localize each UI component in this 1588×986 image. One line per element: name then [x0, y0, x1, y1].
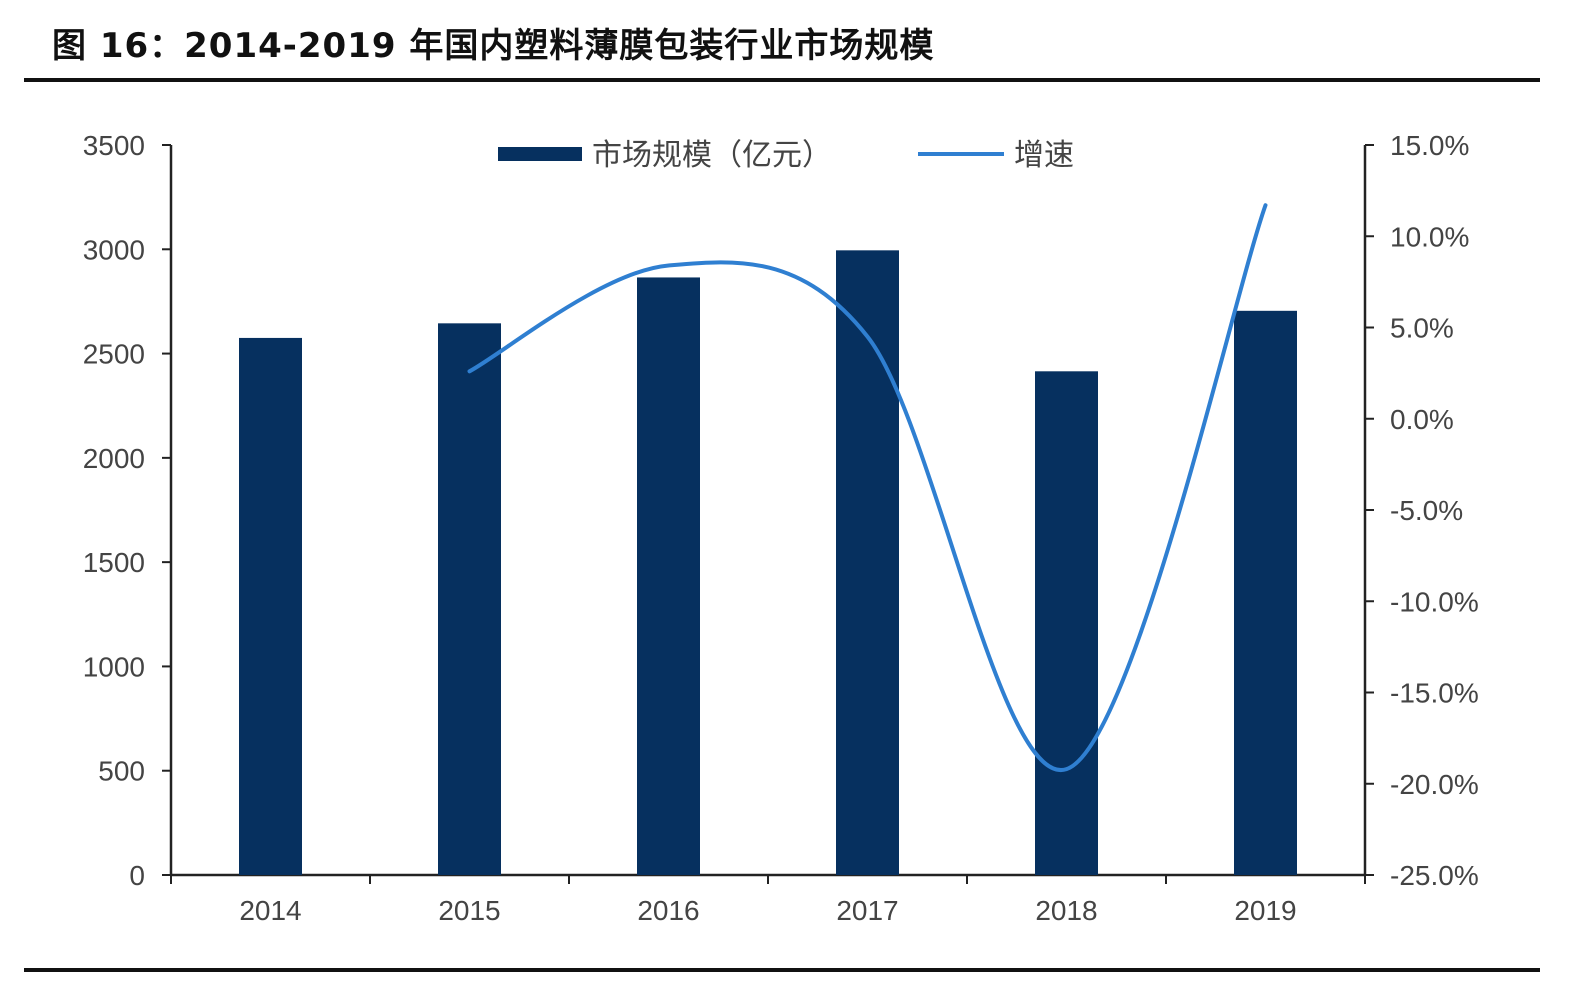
bar-2019: [1234, 310, 1297, 875]
left-tick-label: 1000: [83, 651, 145, 682]
left-tick-label: 500: [98, 756, 145, 787]
x-tick-label: 2014: [239, 895, 301, 926]
chart-legend: 市场规模（亿元） 增速: [498, 138, 1074, 173]
x-tick-label: 2017: [836, 895, 898, 926]
left-tick-label: 1500: [83, 547, 145, 578]
bar-series: [239, 250, 1297, 876]
x-tick-label: 2018: [1035, 895, 1097, 926]
right-tick-label: -5.0%: [1390, 495, 1463, 526]
x-tick-label: 2019: [1234, 895, 1296, 926]
right-tick-label: -15.0%: [1390, 678, 1479, 709]
legend-line-label: 增速: [1014, 138, 1074, 173]
left-tick-label: 0: [129, 860, 145, 891]
bar-2018: [1035, 371, 1098, 875]
bar-2016: [637, 277, 700, 875]
left-tick-label: 3500: [83, 130, 145, 161]
bar-2017: [836, 250, 899, 876]
growth-line: [467, 203, 1268, 772]
bar-2014: [239, 337, 302, 875]
chart-title: 图 16：2014-2019 年国内塑料薄膜包装行业市场规模: [52, 26, 935, 66]
legend-bar-swatch: [498, 147, 582, 161]
right-tick-label: -25.0%: [1390, 860, 1479, 891]
right-tick-label: -10.0%: [1390, 586, 1479, 617]
chart-axes: 0 500 1000 1500 2000 2500 3000 3500 -25.0% -20.0%…: [83, 130, 1479, 926]
right-tick-label: 0.0%: [1390, 404, 1454, 435]
line-series: [467, 203, 1268, 772]
left-tick-label: 2500: [83, 339, 145, 370]
legend-bar-label: 市场规模（亿元）: [592, 138, 832, 173]
x-tick-label: 2016: [637, 895, 699, 926]
title-rule: [24, 78, 1540, 82]
right-tick-label: 10.0%: [1390, 221, 1469, 252]
right-tick-label: 5.0%: [1390, 313, 1454, 344]
x-tick-label: 2015: [438, 895, 500, 926]
left-tick-label: 2000: [83, 443, 145, 474]
left-tick-label: 3000: [83, 234, 145, 265]
bar-2015: [438, 323, 501, 875]
right-tick-label: 15.0%: [1390, 130, 1469, 161]
footer-rule: [24, 968, 1540, 972]
right-tick-label: -20.0%: [1390, 769, 1479, 800]
